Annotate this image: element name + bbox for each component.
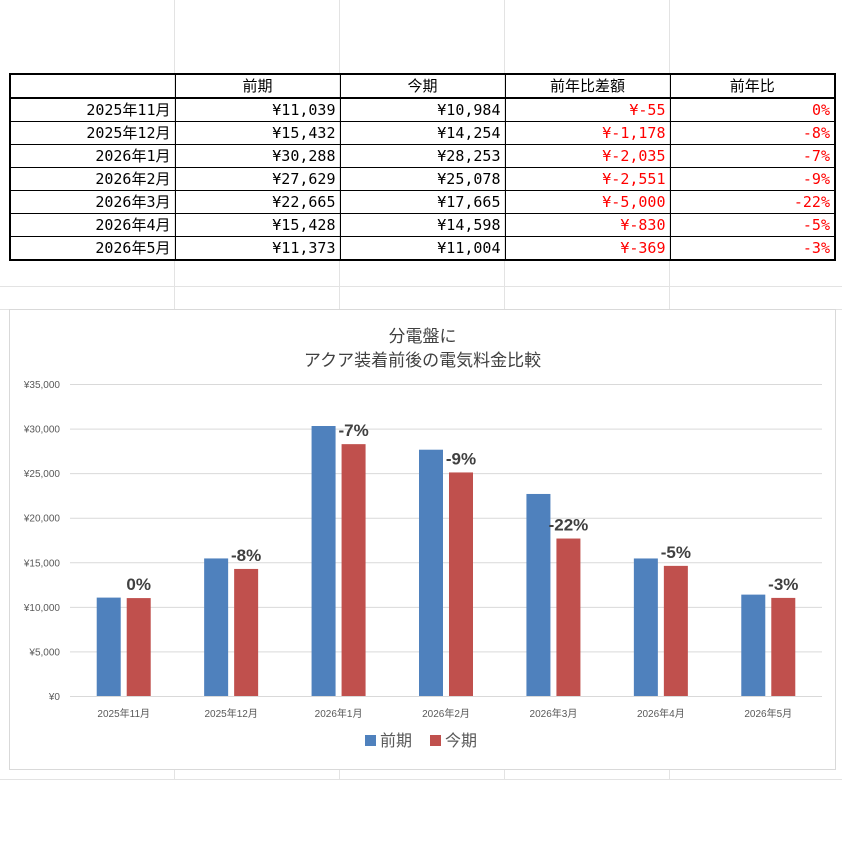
diff-cell[interactable]: ¥-2,035 bbox=[504, 144, 671, 168]
diff-cell[interactable]: ¥-5,000 bbox=[504, 190, 671, 214]
data-label: -3% bbox=[768, 575, 798, 594]
table-row: 2026年2月 ¥27,629 ¥25,078 ¥-2,551 -9% bbox=[9, 167, 836, 191]
diff-cell[interactable]: ¥-55 bbox=[504, 97, 671, 122]
ratio-cell[interactable]: -8% bbox=[669, 121, 836, 145]
bar-prev bbox=[741, 594, 766, 696]
bar-prev bbox=[419, 449, 443, 696]
table-row: 2026年3月 ¥22,665 ¥17,665 ¥-5,000 -22% bbox=[9, 190, 836, 214]
data-label: 0% bbox=[126, 575, 151, 594]
header-cell[interactable]: 前年比 bbox=[669, 73, 836, 99]
legend-label-curr: 今期 bbox=[445, 732, 477, 750]
y-tick-label: ¥25,000 bbox=[23, 469, 61, 480]
diff-cell[interactable]: ¥-1,178 bbox=[504, 121, 671, 145]
chart-title-line1: 分電盤に bbox=[388, 327, 457, 347]
chart-title-line2: アクア装着前後の電気料金比較 bbox=[303, 351, 542, 371]
legend-label-prev: 前期 bbox=[380, 732, 412, 750]
ratio-cell[interactable]: -3% bbox=[669, 236, 836, 261]
data-label: -9% bbox=[446, 449, 476, 468]
curr-cell[interactable]: ¥11,004 bbox=[339, 236, 506, 261]
bar-prev bbox=[96, 597, 121, 696]
bar-prev bbox=[633, 558, 658, 696]
ratio-cell[interactable]: -22% bbox=[669, 190, 836, 214]
y-tick-label: ¥35,000 bbox=[23, 380, 61, 391]
bar-curr bbox=[126, 598, 151, 696]
x-tick-label: 2025年12月 bbox=[204, 707, 257, 720]
diff-cell[interactable]: ¥-369 bbox=[504, 236, 671, 261]
bar-prev bbox=[311, 426, 336, 696]
y-tick-label: ¥15,000 bbox=[23, 558, 61, 569]
table-row: 2026年1月 ¥30,288 ¥28,253 ¥-2,035 -7% bbox=[9, 144, 836, 168]
curr-cell[interactable]: ¥17,665 bbox=[339, 190, 506, 214]
ratio-cell[interactable]: -9% bbox=[669, 167, 836, 191]
month-cell[interactable]: 2026年3月 bbox=[9, 190, 176, 214]
bar-prev bbox=[526, 493, 551, 696]
header-cell[interactable]: 前年比差額 bbox=[504, 73, 671, 99]
y-tick-label: ¥20,000 bbox=[23, 514, 61, 525]
data-label: -5% bbox=[661, 543, 691, 562]
legend-swatch-prev bbox=[365, 735, 376, 746]
table-header-row: 前期 今期 前年比差額 前年比 bbox=[9, 73, 836, 99]
x-tick-label: 2026年4月 bbox=[637, 707, 685, 720]
month-cell[interactable]: 2025年11月 bbox=[9, 97, 176, 122]
bar-curr bbox=[771, 597, 796, 696]
data-label: -7% bbox=[338, 421, 368, 440]
prev-cell[interactable]: ¥15,432 bbox=[174, 121, 341, 145]
x-tick-label: 2026年2月 bbox=[422, 707, 470, 720]
prev-cell[interactable]: ¥30,288 bbox=[174, 144, 341, 168]
prev-cell[interactable]: ¥11,039 bbox=[174, 97, 341, 122]
ratio-cell[interactable]: -5% bbox=[669, 213, 836, 237]
x-tick-label: 2026年1月 bbox=[315, 707, 363, 720]
bar-curr bbox=[234, 568, 259, 696]
legend-swatch-curr bbox=[430, 735, 441, 746]
data-label: -22% bbox=[549, 516, 589, 535]
prev-cell[interactable]: ¥22,665 bbox=[174, 190, 341, 214]
x-tick-label: 2026年3月 bbox=[530, 707, 578, 720]
x-tick-label: 2025年11月 bbox=[97, 707, 150, 720]
month-cell[interactable]: 2026年4月 bbox=[9, 213, 176, 237]
curr-cell[interactable]: ¥25,078 bbox=[339, 167, 506, 191]
header-cell[interactable]: 今期 bbox=[339, 73, 506, 99]
table-row: 2026年4月 ¥15,428 ¥14,598 ¥-830 -5% bbox=[9, 213, 836, 237]
curr-cell[interactable]: ¥14,598 bbox=[339, 213, 506, 237]
prev-cell[interactable]: ¥27,629 bbox=[174, 167, 341, 191]
table-row: 2025年12月 ¥15,432 ¥14,254 ¥-1,178 -8% bbox=[9, 121, 836, 145]
ratio-cell[interactable]: 0% bbox=[669, 97, 836, 122]
ratio-cell[interactable]: -7% bbox=[669, 144, 836, 168]
y-tick-label: ¥0 bbox=[48, 692, 61, 703]
curr-cell[interactable]: ¥28,253 bbox=[339, 144, 506, 168]
month-cell[interactable]: 2026年1月 bbox=[9, 144, 176, 168]
month-cell[interactable]: 2026年2月 bbox=[9, 167, 176, 191]
bar-chart: ¥0 ¥5,000 ¥10,000 ¥15,000 ¥20,000 ¥25,000 ¥30,… bbox=[23, 380, 822, 750]
y-tick-label: ¥30,000 bbox=[23, 425, 61, 436]
bar-curr bbox=[449, 472, 473, 696]
table-row: 2026年5月 ¥11,373 ¥11,004 ¥-369 -3% bbox=[9, 236, 836, 261]
prev-cell[interactable]: ¥15,428 bbox=[174, 213, 341, 237]
month-cell[interactable]: 2025年12月 bbox=[9, 121, 176, 145]
curr-cell[interactable]: ¥10,984 bbox=[339, 97, 506, 122]
bar-curr bbox=[663, 565, 688, 696]
month-cell[interactable]: 2026年5月 bbox=[9, 236, 176, 261]
y-tick-label: ¥5,000 bbox=[28, 647, 60, 658]
diff-cell[interactable]: ¥-2,551 bbox=[504, 167, 671, 191]
prev-cell[interactable]: ¥11,373 bbox=[174, 236, 341, 261]
curr-cell[interactable]: ¥14,254 bbox=[339, 121, 506, 145]
diff-cell[interactable]: ¥-830 bbox=[504, 213, 671, 237]
data-label: -8% bbox=[231, 546, 261, 565]
chart-area[interactable]: 分電盤に アクア装着前後の電気料金比較 ¥0 ¥5,000 ¥10,000 ¥15,0… bbox=[9, 309, 836, 770]
header-cell[interactable]: 前期 bbox=[174, 73, 341, 99]
bar-curr bbox=[556, 538, 581, 696]
comparison-table: 前期 今期 前年比差額 前年比 2025年11月 ¥11,039 ¥10,984… bbox=[9, 73, 836, 261]
y-tick-label: ¥10,000 bbox=[23, 603, 61, 614]
bar-prev bbox=[204, 558, 229, 696]
bar-curr bbox=[341, 444, 366, 696]
table-row: 2025年11月 ¥11,039 ¥10,984 ¥-55 0% bbox=[9, 97, 836, 122]
x-tick-label: 2026年5月 bbox=[744, 707, 792, 720]
header-cell[interactable] bbox=[9, 73, 176, 99]
